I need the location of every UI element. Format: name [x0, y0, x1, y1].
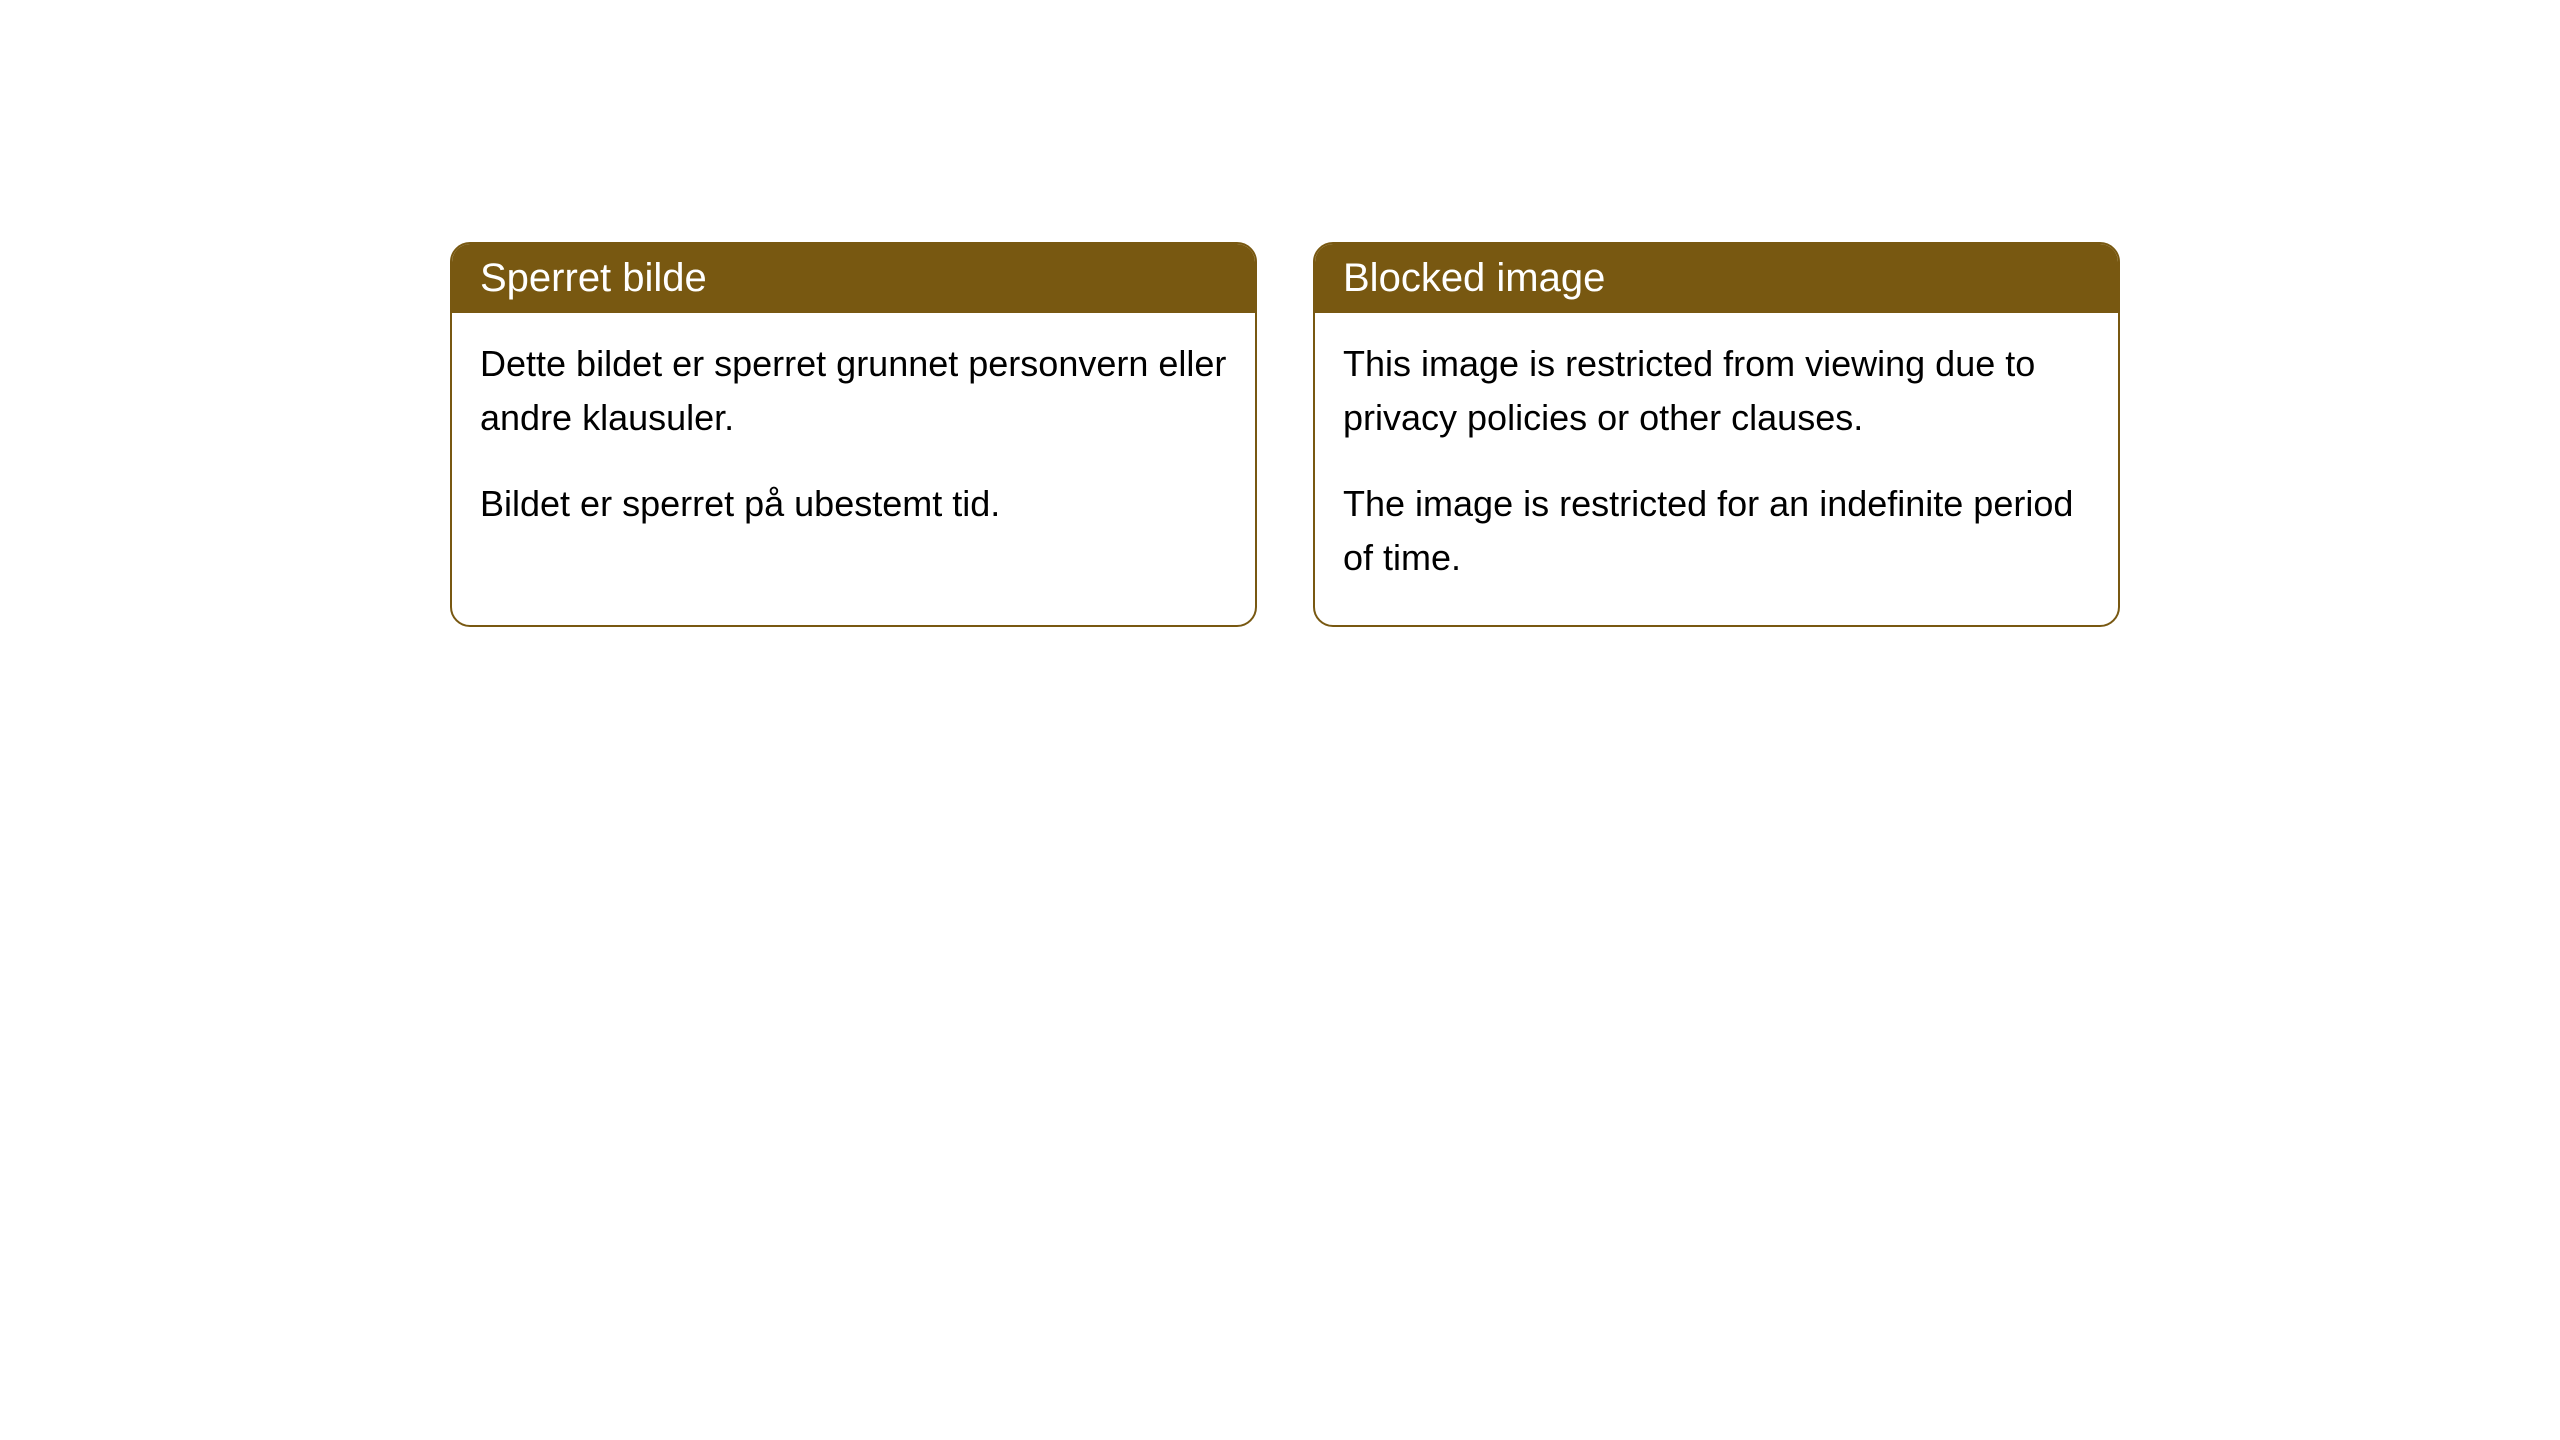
card-header-english: Blocked image	[1315, 244, 2118, 313]
card-paragraph-1: Dette bildet er sperret grunnet personve…	[480, 337, 1227, 445]
card-paragraph-2: Bildet er sperret på ubestemt tid.	[480, 477, 1227, 531]
blocked-image-card-norwegian: Sperret bilde Dette bildet er sperret gr…	[450, 242, 1257, 627]
card-paragraph-1: This image is restricted from viewing du…	[1343, 337, 2090, 445]
card-title: Sperret bilde	[480, 256, 707, 300]
card-body-english: This image is restricted from viewing du…	[1315, 313, 2118, 625]
card-body-norwegian: Dette bildet er sperret grunnet personve…	[452, 313, 1255, 571]
cards-container: Sperret bilde Dette bildet er sperret gr…	[0, 0, 2560, 627]
card-title: Blocked image	[1343, 256, 1605, 300]
blocked-image-card-english: Blocked image This image is restricted f…	[1313, 242, 2120, 627]
card-paragraph-2: The image is restricted for an indefinit…	[1343, 477, 2090, 585]
card-header-norwegian: Sperret bilde	[452, 244, 1255, 313]
